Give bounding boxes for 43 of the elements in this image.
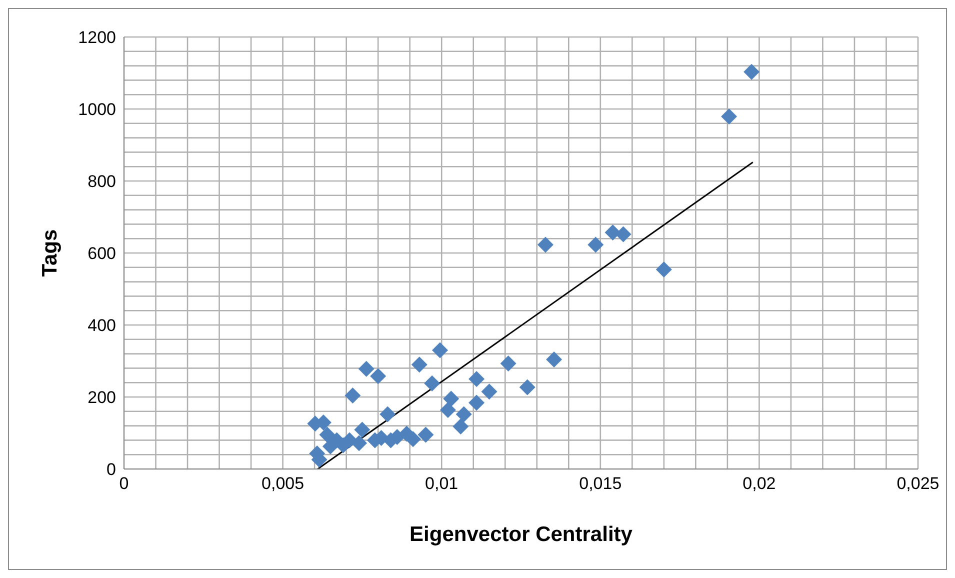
point (440, 402, 456, 418)
point (432, 342, 448, 358)
point (546, 352, 562, 368)
point (443, 390, 460, 407)
point (537, 236, 554, 253)
point (452, 418, 469, 435)
x-tick-label: 0 (119, 474, 129, 494)
point (354, 422, 370, 438)
y-tick-label: 200 (88, 388, 116, 408)
x-axis-title: Eigenvector Centrality (410, 523, 633, 546)
x-tick-label: 0,025 (896, 474, 940, 494)
x-tick-label: 0,015 (579, 474, 622, 494)
point (588, 236, 604, 253)
point (468, 394, 485, 411)
point (411, 356, 428, 373)
y-tick-label: 1000 (78, 100, 116, 120)
point (519, 379, 536, 396)
point (468, 371, 485, 387)
y-axis-title: Tags (38, 229, 62, 277)
point (370, 368, 386, 384)
point (358, 360, 374, 377)
y-tick-label: 0 (106, 460, 116, 480)
point (656, 262, 672, 278)
x-tick-label: 0,01 (425, 474, 458, 494)
y-tick-label: 400 (88, 316, 116, 336)
point (424, 375, 440, 392)
point (615, 226, 632, 242)
y-tick-label: 800 (88, 172, 116, 192)
point (380, 406, 396, 422)
point (405, 431, 422, 448)
x-tick-label: 0,02 (742, 474, 776, 494)
point (319, 426, 336, 443)
y-tick-label: 600 (88, 244, 116, 264)
y-tick-label: 1200 (78, 28, 116, 48)
point (418, 426, 434, 443)
point (351, 435, 368, 452)
x-tick-label: 0,005 (262, 474, 304, 494)
point (344, 388, 361, 404)
point (456, 406, 472, 422)
point (500, 356, 516, 372)
point (744, 64, 760, 80)
point (721, 108, 738, 125)
point (481, 384, 498, 400)
